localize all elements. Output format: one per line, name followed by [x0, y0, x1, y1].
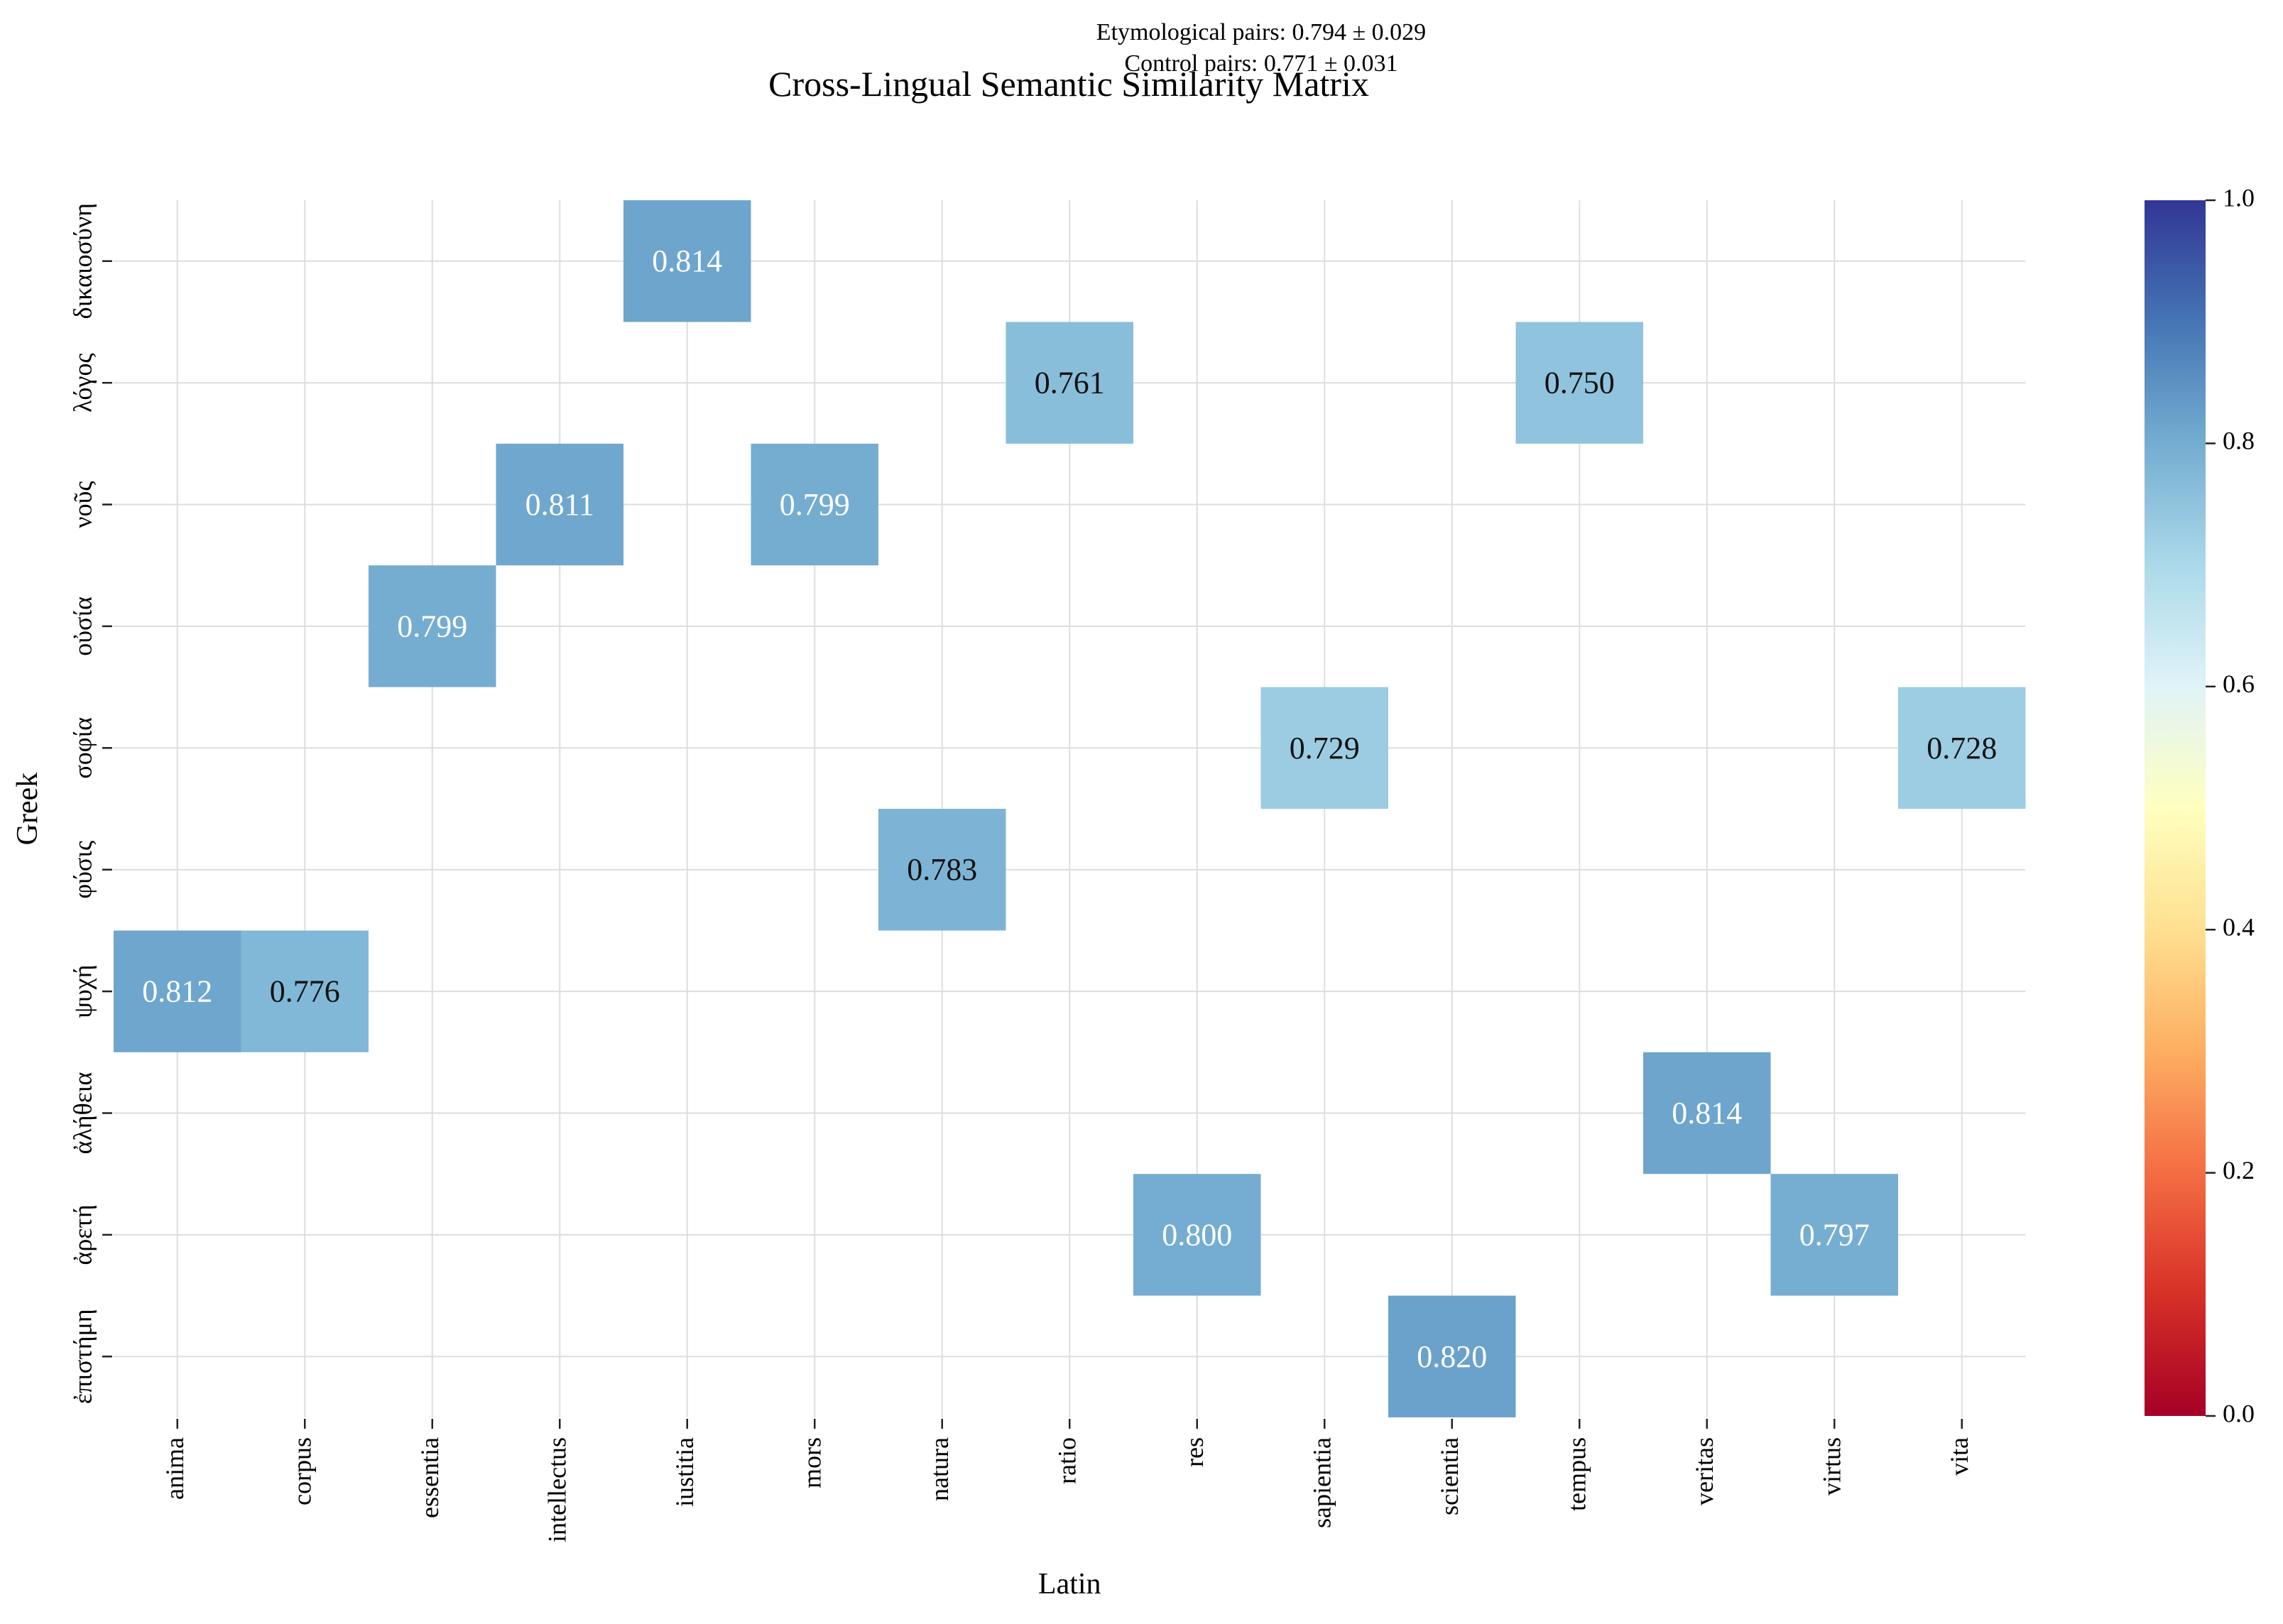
x-tick-label: ratio	[1053, 1437, 1081, 1484]
heatmap-cell	[1260, 687, 1388, 809]
cell-value-label: 0.750	[1544, 366, 1615, 400]
heatmap-cell	[1388, 1295, 1516, 1417]
x-axis-label: Latin	[1038, 1568, 1101, 1601]
cell-value-label: 0.800	[1162, 1217, 1232, 1252]
heatmap-cell	[623, 200, 751, 322]
cell-value-label: 0.799	[780, 487, 850, 522]
heatmap-cells: 0.814 0.761 0.750 0.811 0.799 0.799 0.729 0.728…	[114, 200, 2026, 1417]
x-tick-label: res	[1180, 1437, 1209, 1467]
y-tick-label: νοῦς	[68, 481, 97, 528]
heatmap-cell	[1770, 1174, 1898, 1296]
x-tick-label: scientia	[1435, 1437, 1464, 1515]
chart-title: Cross-Lingual Semantic Similarity Matrix	[768, 64, 1369, 104]
colorbar-tick-label: 0.4	[2223, 912, 2255, 941]
y-axis-ticks: δικαιοσύνη λόγος νοῦς οὐσία σοφία φύσις ψυχή ἀλ…	[68, 203, 112, 1404]
heatmap-cell	[241, 930, 369, 1052]
y-tick-label: δικαιοσύνη	[68, 203, 97, 319]
heatmap-cell	[496, 443, 623, 566]
heatmap-cell	[1643, 1052, 1771, 1175]
etymological-pairs-annotation: Etymological pairs: 0.794 ± 0.029	[1096, 19, 1426, 45]
heatmap-cell	[369, 565, 496, 687]
summary-annotations: Etymological pairs: 0.794 ± 0.029 Contro…	[1096, 19, 1426, 77]
y-tick-label: ἐπιστήμη	[68, 1309, 97, 1404]
cell-value-label: 0.820	[1417, 1339, 1487, 1374]
x-tick-label: veritas	[1690, 1437, 1718, 1505]
cell-value-label: 0.811	[525, 487, 594, 522]
x-tick-label: natura	[925, 1437, 954, 1501]
control-pairs-annotation: Control pairs: 0.771 ± 0.031	[1124, 50, 1397, 77]
cell-value-label: 0.728	[1927, 731, 1997, 765]
y-tick-label: σοφία	[68, 717, 97, 779]
y-tick-label: φύσις	[68, 841, 97, 899]
y-tick-label: ψυχή	[68, 965, 97, 1018]
x-tick-label: virtus	[1818, 1437, 1846, 1495]
x-tick-label: essentia	[415, 1437, 444, 1518]
x-tick-label: corpus	[288, 1437, 317, 1505]
colorbar-tick-label: 0.6	[2223, 670, 2255, 698]
cell-value-label: 0.783	[907, 852, 977, 887]
cell-value-label: 0.776	[270, 974, 340, 1009]
y-tick-label: λόγος	[68, 353, 97, 413]
heatmap-cell	[1898, 687, 2026, 809]
colorbar-tick-label: 0.0	[2223, 1399, 2255, 1427]
y-axis-label: Greek	[11, 773, 44, 846]
colorbar-gradient	[2145, 200, 2206, 1416]
x-tick-label: tempus	[1563, 1437, 1591, 1511]
cell-value-label: 0.799	[397, 609, 467, 643]
cell-value-label: 0.812	[142, 974, 212, 1009]
cell-value-label: 0.814	[652, 244, 722, 278]
y-tick-label: ἀρετή	[68, 1204, 97, 1265]
x-tick-label: anima	[160, 1437, 189, 1500]
x-tick-label: intellectus	[543, 1437, 572, 1542]
colorbar-tick-label: 0.2	[2223, 1156, 2255, 1184]
x-tick-label: vita	[1945, 1437, 1973, 1476]
colorbar-tick-label: 1.0	[2223, 183, 2255, 212]
colorbar: 0.0 0.2 0.4 0.6 0.8 1.0	[2145, 183, 2255, 1427]
x-tick-label: mors	[798, 1437, 827, 1488]
heatmap-cell	[1006, 322, 1133, 444]
heatmap-cell	[1515, 322, 1643, 444]
cell-value-label: 0.814	[1672, 1096, 1742, 1130]
cell-value-label: 0.729	[1290, 731, 1360, 765]
heatmap-cell	[1133, 1174, 1261, 1296]
colorbar-tick-label: 0.8	[2223, 427, 2255, 455]
x-axis-ticks: anima corpus essentia intellectus iustitia mo…	[160, 1419, 1973, 1542]
y-tick-label: οὐσία	[68, 596, 97, 656]
x-tick-label: iustitia	[670, 1437, 699, 1507]
cell-value-label: 0.797	[1799, 1217, 1870, 1252]
cell-value-label: 0.761	[1035, 366, 1105, 400]
y-tick-label: ἀλήθεια	[68, 1072, 97, 1154]
heatmap-cell	[878, 809, 1006, 931]
heatmap-cell	[751, 443, 878, 566]
x-tick-label: sapientia	[1308, 1437, 1336, 1528]
heatmap-cell	[114, 930, 241, 1052]
